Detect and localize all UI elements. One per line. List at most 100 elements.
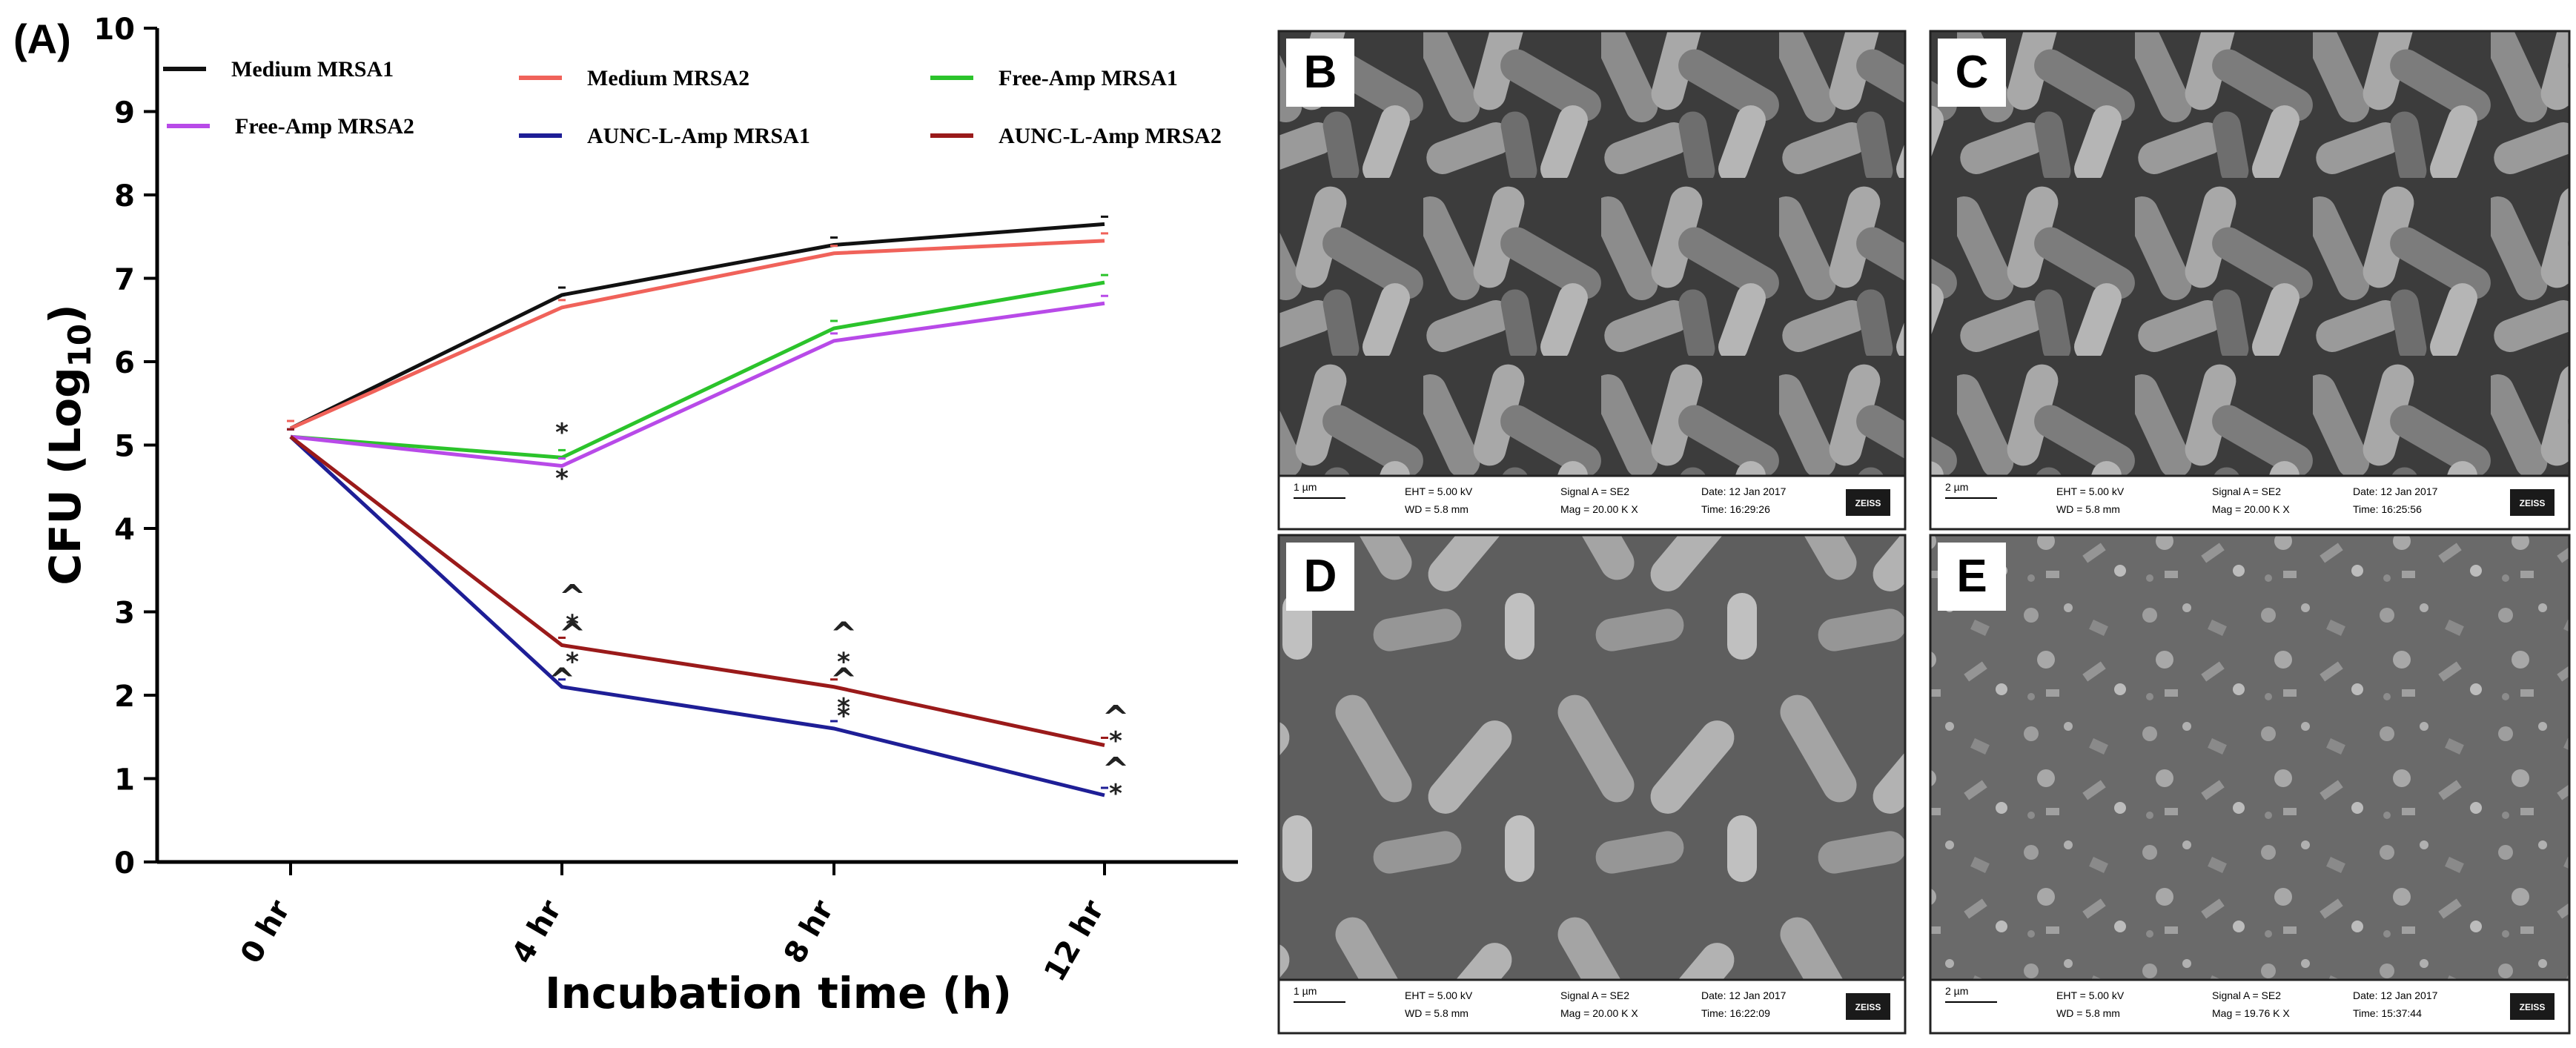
sem-signal: Signal A = SE2: [2212, 989, 2281, 1001]
sem-date: Date: 12 Jan 2017: [2353, 989, 2438, 1001]
sem-info-bar: [1929, 978, 2571, 1035]
significance-marker: *: [555, 418, 569, 448]
x-tick-label: 12 hr: [1038, 895, 1111, 987]
y-tick-label: 0: [114, 846, 135, 880]
sem-signal: Signal A = SE2: [1560, 485, 1629, 497]
line-chart-panel-a: (A) Medium MRSA1 Medium MRSA2 Free-Amp MRS…: [13, 13, 1238, 1018]
legend: Medium MRSA1 Medium MRSA2 Free-Amp MRSA1 Fr…: [163, 57, 1222, 148]
sem-image: [1929, 534, 2571, 981]
significance-marker: *: [555, 464, 569, 494]
sem-mag: Mag = 20.00 K X: [1560, 503, 1638, 515]
sem-eht: EHT = 5.00 kV: [1405, 485, 1473, 497]
legend-label: Free-Amp MRSA2: [235, 114, 414, 139]
scale-label: 1 µm: [1294, 985, 1317, 997]
significance-marker: ^: [1102, 699, 1130, 737]
sem-time: Time: 16:22:09: [1701, 1007, 1770, 1019]
sem-eht: EHT = 5.00 kV: [1405, 989, 1473, 1001]
x-tick-label: 8 hr: [778, 895, 841, 969]
y-tick-label: 6: [114, 346, 135, 380]
x-tick-label: 4 hr: [506, 895, 569, 969]
scale-label: 2 µm: [1945, 985, 1968, 997]
sem-wd: WD = 5.8 mm: [2056, 503, 2120, 515]
panel-label: E: [1956, 551, 1987, 602]
legend-label: Free-Amp MRSA1: [999, 66, 1178, 90]
legend-label: AUNC-L-Amp MRSA1: [587, 124, 810, 148]
panel-label: B: [1304, 47, 1337, 98]
panel-label: C: [1956, 47, 1989, 98]
sem-time: Time: 15:37:44: [2353, 1007, 2422, 1019]
sem-time: Time: 16:25:56: [2353, 503, 2422, 515]
y-tick-label: 7: [114, 263, 135, 297]
y-tick-label: 2: [114, 680, 135, 714]
significance-marker: *: [1109, 779, 1122, 809]
y-tick-label: 5: [114, 430, 135, 464]
y-axis-ticks: 0 1 2 3 4 5 6 7 8 9 10: [93, 13, 157, 880]
y-tick-label: 4: [114, 513, 135, 547]
zeiss-logo: [2510, 489, 2555, 516]
scale-label: 1 µm: [1294, 481, 1317, 493]
significance-marker: *: [837, 701, 850, 731]
panel-label: D: [1304, 551, 1337, 602]
y-tick-label: 8: [114, 179, 135, 213]
sem-wd: WD = 5.8 mm: [2056, 1007, 2120, 1019]
significance-marker: *: [837, 693, 850, 723]
zeiss-logo: [1846, 993, 1890, 1020]
sem-signal: Signal A = SE2: [1560, 989, 1629, 1001]
zeiss-logo-text: ZEISS: [1855, 498, 1881, 508]
x-axis-title: Incubation time (h): [545, 968, 1012, 1018]
zeiss-logo-text: ZEISS: [1855, 1002, 1881, 1012]
sem-image: [1277, 30, 1907, 477]
y-axis-title: CFU (Log10): [40, 304, 98, 585]
y-axis-title-end: ): [40, 304, 90, 324]
series-line: [289, 435, 1105, 747]
y-axis-title-subscript: 10: [62, 324, 98, 367]
significance-marker: ^: [830, 616, 858, 654]
legend-label: Medium MRSA2: [587, 66, 749, 90]
sem-mag: Mag = 20.00 K X: [1560, 1007, 1638, 1019]
sem-micrograph: 2 µm EHT = 5.00 kV WD = 5.8 mm Signal A = S…: [1929, 534, 2571, 1035]
y-tick-label: 10: [93, 13, 135, 47]
sem-mag: Mag = 20.00 K X: [2212, 503, 2290, 515]
series-line: [290, 280, 1105, 460]
sem-info-bar: [1277, 474, 1907, 531]
series-line: [289, 239, 1105, 431]
sem-time: Time: 16:29:26: [1701, 503, 1770, 515]
sem-micrograph: 1 µm EHT = 5.00 kV WD = 5.8 mm Signal A = S…: [1277, 534, 1907, 1035]
significance-marker: *: [566, 610, 579, 640]
sem-eht: EHT = 5.00 kV: [2056, 485, 2125, 497]
legend-label: Medium MRSA1: [231, 57, 394, 82]
y-axis-title-main: CFU (Log: [40, 367, 90, 585]
legend-label: AUNC-L-Amp MRSA2: [999, 124, 1222, 148]
zeiss-logo: [1846, 489, 1890, 516]
x-tick-label: 0 hr: [234, 895, 297, 969]
sem-micrograph-grid: 1 µm EHT = 5.00 kV WD = 5.8 mm Signal A = S…: [1277, 30, 2571, 1035]
sem-micrograph: 2 µm EHT = 5.00 kV WD = 5.8 mm Signal A = S…: [1929, 30, 2571, 531]
significance-markers: **^*^*^*^* ^*^*^*: [549, 418, 1130, 809]
sem-image: [1929, 30, 2571, 477]
panel-label-box: [1286, 39, 1354, 107]
significance-marker: ^: [559, 616, 586, 654]
scale-label: 2 µm: [1945, 481, 1968, 493]
zeiss-logo-text: ZEISS: [2520, 1002, 2546, 1012]
sem-mag: Mag = 19.76 K X: [2212, 1007, 2290, 1019]
significance-marker: ^: [830, 661, 858, 699]
y-tick-label: 1: [114, 763, 135, 797]
panel-label-box: [1938, 543, 2006, 611]
sem-wd: WD = 5.8 mm: [1405, 1007, 1469, 1019]
panel-a-label: (A): [13, 16, 71, 62]
sem-date: Date: 12 Jan 2017: [1701, 485, 1787, 497]
series-line: [289, 222, 1105, 431]
sem-info-bar: [1277, 978, 1907, 1035]
zeiss-logo: [2510, 993, 2555, 1020]
significance-marker: ^: [559, 578, 586, 616]
y-tick-label: 3: [114, 597, 135, 631]
panel-label-box: [1286, 543, 1354, 611]
significance-marker: ^: [1102, 751, 1130, 789]
sem-date: Date: 12 Jan 2017: [1701, 989, 1787, 1001]
significance-marker: *: [1109, 726, 1122, 756]
sem-micrograph: 1 µm EHT = 5.00 kV WD = 5.8 mm Signal A = S…: [1277, 30, 1907, 531]
significance-marker: *: [837, 647, 850, 677]
sem-wd: WD = 5.8 mm: [1405, 503, 1469, 515]
sem-eht: EHT = 5.00 kV: [2056, 989, 2125, 1001]
